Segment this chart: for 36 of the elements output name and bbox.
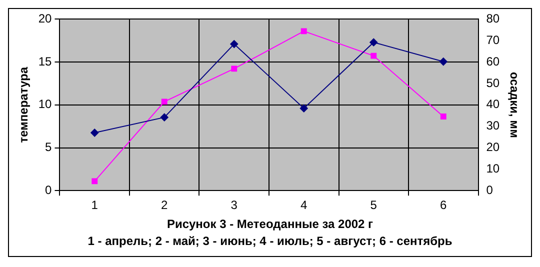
point <box>440 113 446 120</box>
point <box>90 128 99 137</box>
text: 1 - апрель; 2 - май; 3 - июнь; 4 - июль; 5 - август; 6 - сентябрь <box>86 233 454 250</box>
x-tick-label: 3 <box>230 198 238 212</box>
y-tick-label: 0 <box>45 182 52 197</box>
point <box>161 98 168 105</box>
point <box>370 38 378 46</box>
x-tick-label: 4 <box>300 198 308 212</box>
point <box>370 52 377 59</box>
y-axis-title: температура <box>16 66 31 143</box>
point <box>300 28 307 34</box>
y2-tick-label: 10 <box>486 161 500 176</box>
x-tick-label: 5 <box>370 198 378 212</box>
y2-axis-title: осадки, мм <box>507 72 522 138</box>
y-tick-label: 20 <box>38 12 52 26</box>
y-tick-label: 10 <box>38 97 52 112</box>
y2-tick-label: 80 <box>486 12 500 26</box>
x-tick-label: 6 <box>440 198 448 212</box>
text: Рисунок 3 - Метеоданные за 2002 г <box>166 216 374 233</box>
y2-tick-label: 60 <box>486 54 500 68</box>
point <box>439 58 448 66</box>
y2-tick-label: 40 <box>486 97 500 112</box>
point <box>230 40 238 48</box>
y2-tick-label: 0 <box>486 182 494 197</box>
y2-tick-label: 70 <box>486 32 500 47</box>
y2-tick-label: 30 <box>486 118 500 133</box>
point <box>300 104 308 112</box>
point <box>92 178 98 184</box>
y-tick-label: 5 <box>45 140 52 154</box>
y2-tick-label: 50 <box>486 76 500 90</box>
x-tick-label: 1 <box>91 198 98 212</box>
x-tick-label: 2 <box>161 198 168 212</box>
point <box>231 66 238 72</box>
y2-tick-label: 20 <box>486 140 500 154</box>
y-tick-label: 15 <box>38 54 52 68</box>
point <box>160 113 168 122</box>
